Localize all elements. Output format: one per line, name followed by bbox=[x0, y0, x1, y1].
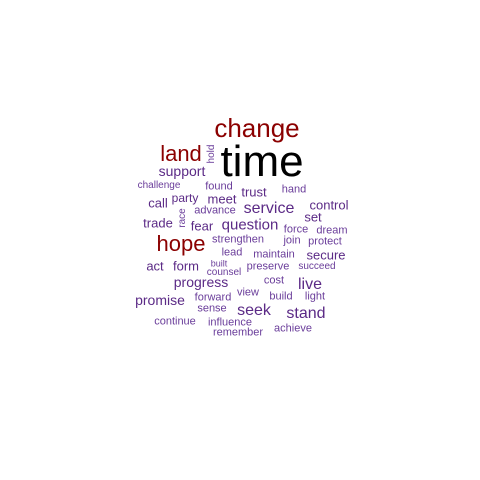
word-form: form bbox=[173, 258, 199, 274]
word-sense: sense bbox=[197, 302, 227, 315]
word-force: force bbox=[283, 223, 309, 236]
word-trade: trade bbox=[143, 215, 173, 231]
word-act: act bbox=[146, 258, 164, 274]
word-promise: promise bbox=[135, 292, 185, 308]
word-trust: trust bbox=[241, 184, 267, 200]
word-built: built bbox=[210, 258, 228, 269]
word-achieve: achieve bbox=[274, 322, 312, 335]
word-forward: forward bbox=[194, 291, 232, 304]
word-view: view bbox=[236, 286, 260, 299]
word-build: build bbox=[269, 290, 293, 303]
word-set: set bbox=[304, 209, 322, 225]
word-meet: meet bbox=[207, 191, 237, 207]
word-party: party bbox=[171, 191, 199, 205]
word-hand: hand bbox=[281, 183, 307, 196]
word-succeed: succeed bbox=[298, 261, 336, 272]
word-challenge: challenge bbox=[137, 180, 181, 191]
word-hold: hold bbox=[206, 144, 217, 164]
word-protect: protect bbox=[308, 235, 342, 248]
word-preserve: preserve bbox=[246, 260, 290, 273]
word-progress: progress bbox=[173, 274, 229, 290]
word-remember: remember bbox=[212, 326, 264, 339]
word-dream: dream bbox=[316, 224, 348, 237]
word-control: control bbox=[309, 197, 349, 213]
word-strengthen: strengthen bbox=[212, 233, 264, 246]
word-counsel: counsel bbox=[206, 267, 242, 278]
word-time: time bbox=[220, 137, 304, 186]
word-maintain: maintain bbox=[253, 248, 295, 261]
word-fear: fear bbox=[190, 218, 214, 234]
word-hope: hope bbox=[156, 231, 206, 256]
word-found: found bbox=[205, 180, 233, 193]
word-advance: advance bbox=[194, 204, 236, 217]
word-light: light bbox=[304, 290, 326, 303]
word-question: question bbox=[221, 216, 279, 234]
word-land: land bbox=[160, 141, 202, 166]
word-seek: seek bbox=[237, 302, 271, 319]
word-lead: lead bbox=[221, 246, 243, 259]
word-live: live bbox=[297, 276, 323, 293]
word-join: join bbox=[283, 234, 301, 247]
word-call: call bbox=[148, 195, 168, 211]
word-secure: secure bbox=[306, 247, 346, 263]
word-support: support bbox=[158, 163, 206, 179]
word-service: service bbox=[243, 200, 295, 217]
word-cost: cost bbox=[263, 274, 285, 287]
word-continue: continue bbox=[154, 315, 196, 328]
word-stand: stand bbox=[286, 305, 326, 322]
word-change: change bbox=[214, 113, 300, 143]
word-race: race bbox=[177, 208, 188, 228]
word-influence: influence bbox=[207, 316, 253, 329]
